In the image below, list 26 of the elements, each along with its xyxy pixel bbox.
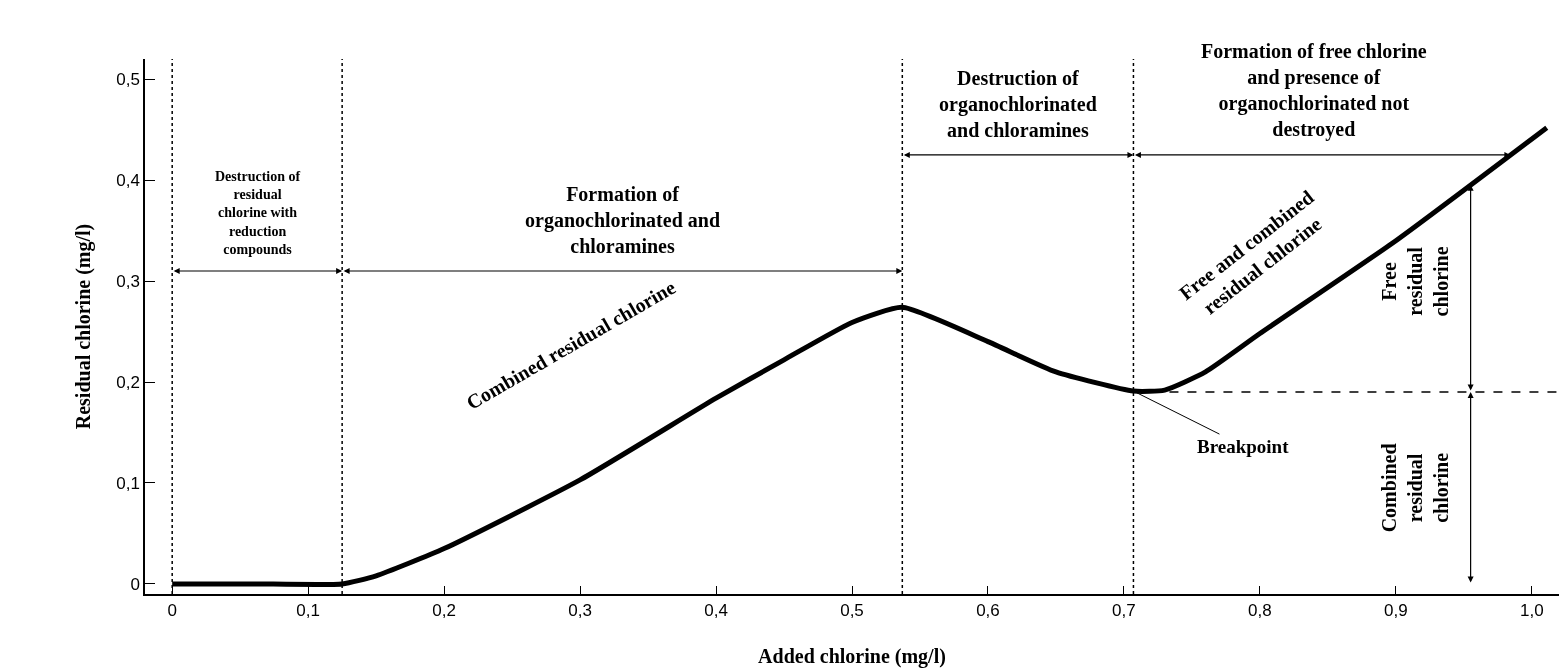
annotation: Destruction of organochlorinated and chloramines bbox=[939, 67, 1097, 141]
y-tick-label: 0,3 bbox=[116, 272, 140, 292]
x-tick-label: 0,1 bbox=[296, 601, 320, 621]
x-tick-label: 0 bbox=[167, 601, 177, 621]
x-tick-label: 0,5 bbox=[840, 601, 864, 621]
y-tick-label: 0,4 bbox=[116, 171, 140, 191]
annotation: Destruction of residual chlorine with reduction compounds bbox=[215, 169, 301, 257]
x-tick-label: 0,6 bbox=[976, 601, 1000, 621]
y-tick-label: 0,1 bbox=[116, 473, 140, 493]
y-tick-label: 0,2 bbox=[116, 372, 140, 392]
annotation: Breakpoint bbox=[1197, 436, 1290, 457]
x-tick-label: 0,8 bbox=[1248, 601, 1272, 621]
y-axis-title: Residual chlorine (mg/l) bbox=[72, 223, 96, 430]
x-tick-label: 0,7 bbox=[1112, 601, 1136, 621]
x-tick-label: 1,0 bbox=[1519, 601, 1544, 621]
y-tick-label: 0 bbox=[130, 574, 140, 594]
x-tick-label: 0,2 bbox=[432, 601, 456, 621]
annotation: Combined residual chlorine bbox=[1378, 443, 1453, 533]
annotation: Formation of organochlorinated and chloramines bbox=[525, 183, 721, 257]
annotation: Formation of free chlorine and presence of organochlorinated not destroyed bbox=[1201, 40, 1427, 141]
y-tick-label: 0,5 bbox=[116, 70, 140, 90]
x-tick-label: 0,9 bbox=[1384, 601, 1408, 621]
annotation: Free residual chlorine bbox=[1378, 246, 1453, 317]
x-axis-title: Added chlorine (mg/l) bbox=[758, 645, 946, 668]
x-tick-label: 0,4 bbox=[704, 601, 728, 621]
x-tick-label: 0,3 bbox=[568, 601, 592, 621]
